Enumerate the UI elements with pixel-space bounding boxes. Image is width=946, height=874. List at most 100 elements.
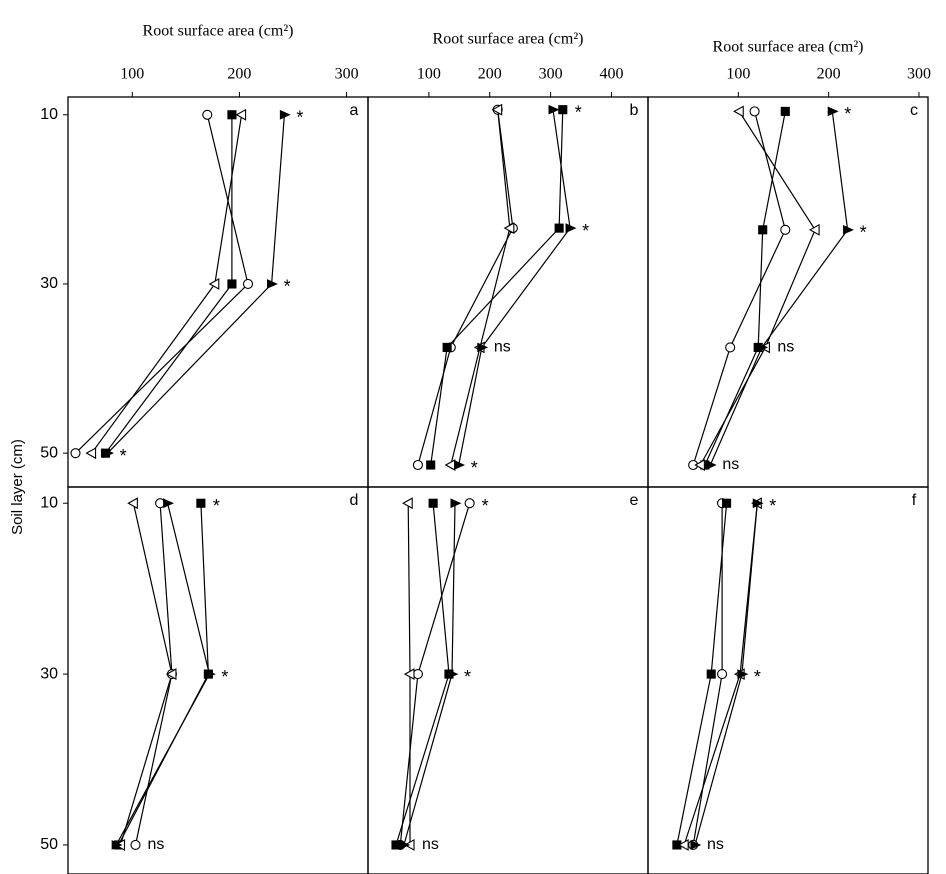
marker-triangle: [399, 840, 411, 850]
series-line: [704, 111, 786, 466]
marker-triangle: [111, 840, 123, 850]
series-line: [709, 111, 849, 466]
series-line: [115, 503, 211, 846]
marker-circle: [242, 278, 254, 290]
marker-triangle: [677, 839, 689, 851]
marker-square: [780, 106, 790, 116]
y-axis-label: Soil layer (cm): [9, 439, 26, 535]
marker-triangle: [737, 669, 749, 679]
marker-triangle: [733, 105, 744, 118]
significance-label: *: [769, 496, 776, 516]
panel-frame: [647, 96, 929, 488]
marker-triangle: [208, 278, 220, 290]
marker-triangle: [204, 669, 216, 679]
marker-circle: [412, 669, 423, 680]
marker-circle: [202, 109, 213, 120]
series-line: [430, 109, 564, 466]
significance-label: *: [844, 104, 851, 124]
x-tick-label: 200: [227, 66, 251, 83]
panel-letter: d: [350, 492, 359, 509]
marker-triangle: [444, 459, 456, 471]
marker-triangle: [103, 448, 114, 459]
x-tick-label: 100: [417, 66, 441, 83]
marker-square: [722, 498, 732, 508]
x-axis-label: Root surface area (cm²): [143, 23, 294, 40]
marker-square: [558, 105, 568, 115]
marker-square: [442, 342, 452, 352]
marker-triangle: [843, 224, 854, 235]
significance-label: ns: [148, 836, 165, 853]
y-tick-label: 30: [40, 665, 58, 682]
panel: c Root surface area (cm²) 100 200 300 * * ns ns: [647, 39, 931, 488]
x-tick-label: 400: [599, 66, 623, 83]
marker-triangle: [705, 460, 717, 470]
marker-square: [227, 279, 237, 289]
marker-triangle: [690, 840, 702, 850]
significance-label: *: [296, 108, 303, 128]
marker-square: [227, 110, 237, 120]
significance-label: ns: [707, 836, 724, 853]
significance-label: *: [120, 446, 127, 466]
x-axis-label: Root surface area (cm²): [433, 31, 584, 48]
marker-circle: [70, 448, 81, 459]
marker-triangle: [402, 497, 413, 510]
panel: b Root surface area (cm²) 100 200 300 400 * * ns…: [367, 31, 649, 488]
marker-triangle: [267, 279, 278, 289]
y-tick-label: 10: [40, 494, 58, 511]
marker-triangle: [279, 109, 291, 120]
panel-letter: b: [630, 102, 639, 119]
panel: a Root surface area (cm²) 100 200 300 Soil la…: [9, 23, 369, 535]
marker-circle: [749, 106, 760, 117]
x-tick-label: 300: [335, 66, 359, 83]
panel-frame: [647, 486, 929, 874]
significance-label: *: [582, 221, 589, 241]
significance-label: *: [860, 223, 867, 243]
x-tick-label: 100: [726, 66, 750, 83]
marker-triangle: [450, 498, 462, 509]
series-line: [107, 114, 285, 454]
marker-circle: [717, 669, 728, 680]
significance-label: *: [213, 496, 220, 516]
marker-triangle: [447, 669, 459, 679]
significance-label: ns: [777, 339, 794, 356]
x-axis-label: Root surface area (cm²): [713, 39, 864, 56]
marker-triangle: [235, 108, 247, 121]
series-line: [417, 109, 514, 466]
series-line: [458, 109, 571, 466]
panel-frame: [67, 486, 369, 874]
panel-frame: [367, 96, 649, 488]
marker-circle: [412, 459, 423, 471]
marker-triangle: [165, 668, 177, 681]
significance-label: *: [471, 458, 478, 478]
marker-triangle: [454, 460, 466, 470]
panel-letter: c: [910, 102, 918, 119]
marker-triangle: [827, 106, 839, 117]
marker-triangle: [565, 223, 577, 233]
panel: d 10 30 50 * * ns: [40, 486, 369, 874]
x-tick-label: 300: [539, 66, 563, 83]
marker-square: [554, 223, 564, 233]
marker-triangle: [163, 498, 174, 509]
marker-triangle: [127, 497, 138, 510]
marker-triangle: [808, 223, 820, 236]
marker-triangle: [752, 498, 764, 509]
x-tick-label: 200: [817, 66, 841, 83]
y-tick-label: 50: [40, 836, 58, 853]
y-tick-label: 30: [40, 275, 58, 292]
significance-label: *: [464, 667, 471, 687]
series-line: [75, 114, 249, 454]
marker-triangle: [694, 459, 705, 471]
significance-label: ns: [494, 339, 511, 356]
x-tick-label: 100: [120, 66, 144, 83]
marker-triangle: [403, 668, 415, 681]
marker-square: [758, 225, 768, 235]
marker-square: [391, 840, 401, 850]
series-line: [692, 111, 786, 466]
significance-label: *: [284, 277, 291, 297]
significance-label: ns: [722, 456, 739, 473]
significance-label: *: [482, 496, 489, 516]
panel-letter: a: [350, 102, 359, 119]
marker-square: [706, 669, 716, 679]
significance-label: *: [575, 102, 582, 122]
marker-circle: [130, 839, 141, 851]
